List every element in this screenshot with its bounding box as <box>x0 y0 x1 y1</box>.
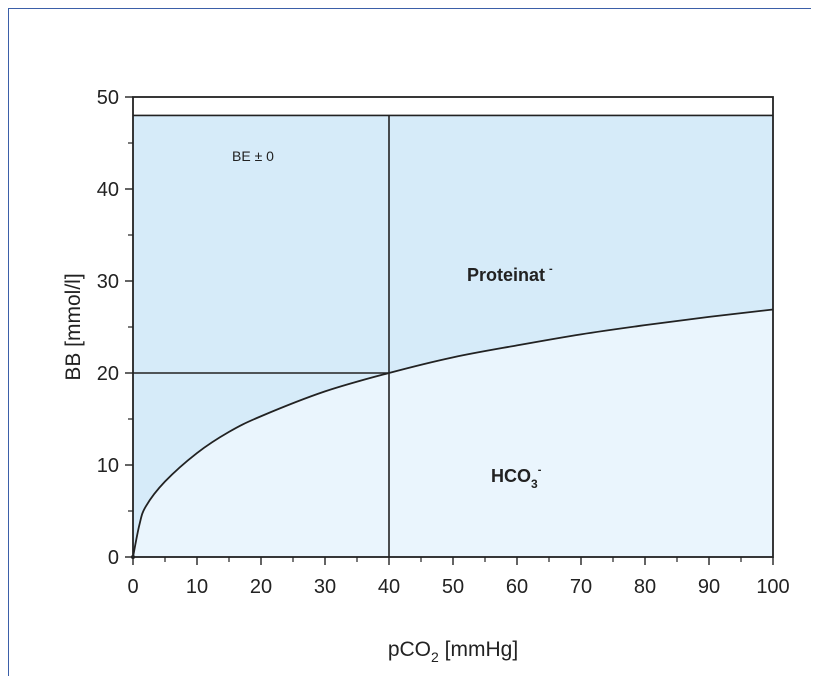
chart-labels: BE ± 0 Proteinat - HCO3- pCO2 [mmHg] BB [… <box>62 148 553 665</box>
x-axis-title-sub: 2 <box>431 649 439 665</box>
x-axis-title-unit: [mmHg] <box>439 638 518 661</box>
chart-axes: 0 10 20 30 40 50 60 70 80 90 100 0 10 20 30 40 50 <box>97 87 790 598</box>
bicarbonate-curve <box>132 308 774 558</box>
y-tick-label: 10 <box>97 455 119 477</box>
chart-regions <box>133 115 773 558</box>
lower-region-sup: - <box>538 464 542 476</box>
x-axis-title: pCO2 [mmHg] <box>388 638 518 665</box>
x-axis-title-main: pCO <box>388 638 431 661</box>
x-tick-label: 70 <box>570 576 592 598</box>
x-tick-label: 50 <box>442 576 464 598</box>
lower-region-sub: 3 <box>531 477 538 491</box>
lower-region-text: HCO <box>491 466 531 486</box>
x-tick-label: 90 <box>698 576 720 598</box>
y-tick-label: 50 <box>97 87 119 109</box>
x-tick-label: 0 <box>127 576 138 598</box>
be-label: BE ± 0 <box>232 148 274 164</box>
x-tick-label: 10 <box>186 576 208 598</box>
x-tick-label: 20 <box>250 576 272 598</box>
y-axis-title: BB [mmol/l] <box>62 273 85 380</box>
upper-region-label: Proteinat - <box>467 263 553 285</box>
x-tick-label: 80 <box>634 576 656 598</box>
chart-lines <box>131 114 774 559</box>
upper-region-text: Proteinat <box>467 265 545 285</box>
y-tick-label: 30 <box>97 271 119 293</box>
y-tick-label: 40 <box>97 179 119 201</box>
x-tick-label: 30 <box>314 576 336 598</box>
lower-region-label: HCO3- <box>491 464 542 491</box>
upper-region-sup: - <box>549 263 553 275</box>
y-tick-label: 20 <box>97 363 119 385</box>
x-tick-label: 100 <box>756 576 789 598</box>
image-frame <box>8 8 811 676</box>
x-tick-label: 60 <box>506 576 528 598</box>
y-tick-label: 0 <box>108 547 119 569</box>
bicarbonate-region <box>133 309 773 557</box>
x-tick-label: 40 <box>378 576 400 598</box>
